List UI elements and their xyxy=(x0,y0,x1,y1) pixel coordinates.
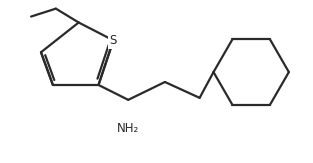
Text: NH₂: NH₂ xyxy=(117,122,139,135)
Text: S: S xyxy=(110,34,117,47)
